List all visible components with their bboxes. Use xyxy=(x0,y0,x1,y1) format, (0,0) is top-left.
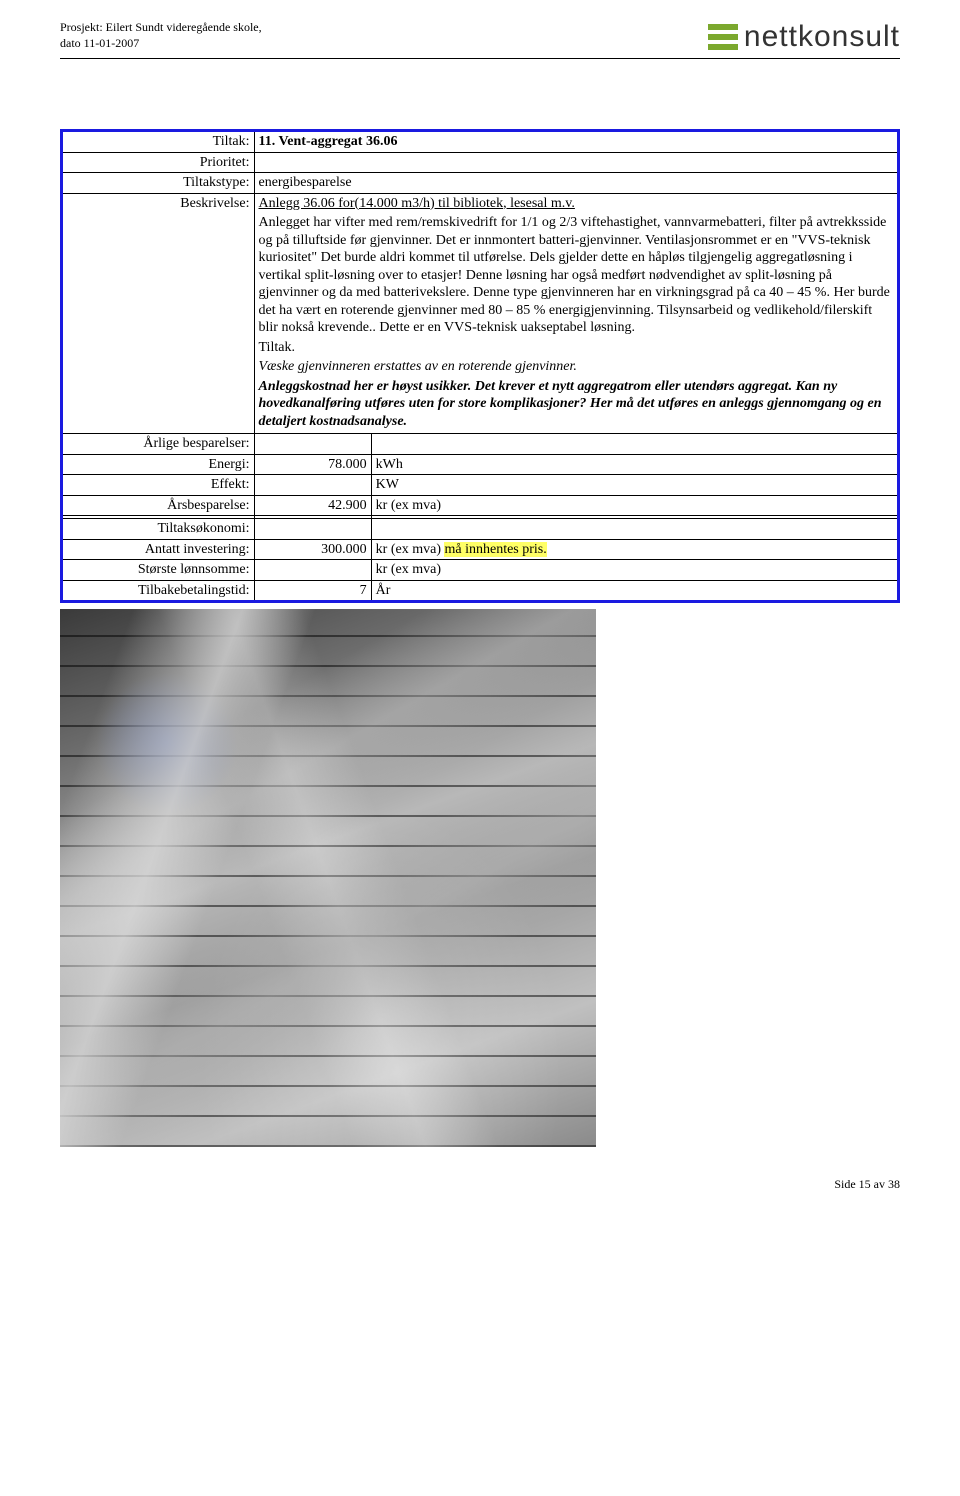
desc-body: Anlegget har vifter med rem/remskivedrif… xyxy=(259,214,894,337)
unit-highlight: må innhentes pris. xyxy=(444,542,546,557)
desc-tiltak: Tiltak. xyxy=(259,339,894,357)
cell-label: Tiltak: xyxy=(62,131,255,153)
equipment-photo xyxy=(60,609,596,1147)
cell-value xyxy=(254,434,371,455)
table-row: Tiltakstype: energibesparelse xyxy=(62,173,899,194)
table-row: Tiltaksøkonomi: xyxy=(62,519,899,540)
cell-value: 7 xyxy=(254,580,371,602)
page-footer: Side 15 av 38 xyxy=(60,1177,900,1192)
desc-underline: Anlegg 36.06 for(14.000 m3/h) til biblio… xyxy=(259,196,575,211)
cell-unit xyxy=(371,434,898,455)
cell-label: Energi: xyxy=(62,454,255,475)
desc-bold: Anleggskostnad her er høyst usikker. Det… xyxy=(259,378,894,431)
cell-label: Årsbesparelse: xyxy=(62,495,255,516)
cell-label: Effekt: xyxy=(62,475,255,496)
cell-label: Tiltakstype: xyxy=(62,173,255,194)
cell-label: Antatt investering: xyxy=(62,539,255,560)
cell-label: Årlige besparelser: xyxy=(62,434,255,455)
cell-value xyxy=(254,152,899,173)
desc-italic: Væske gjenvinneren erstattes av en roter… xyxy=(259,359,577,374)
table-row: Antatt investering: 300.000 kr (ex mva) … xyxy=(62,539,899,560)
table-row: Energi: 78.000 kWh xyxy=(62,454,899,475)
tiltak-title: 11. Vent-aggregat 36.06 xyxy=(259,134,398,149)
cell-unit: kr (ex mva) xyxy=(371,495,898,516)
cell-unit: kWh xyxy=(371,454,898,475)
cell-label: Største lønnsomme: xyxy=(62,560,255,581)
description-cell: Anlegg 36.06 for(14.000 m3/h) til biblio… xyxy=(254,193,899,434)
cell-value xyxy=(254,475,371,496)
logo: nettkonsult xyxy=(708,20,900,54)
table-row: Største lønnsomme: kr (ex mva) xyxy=(62,560,899,581)
cell-value xyxy=(254,519,371,540)
logo-text: nettkonsult xyxy=(744,20,900,54)
project-info: Prosjekt: Eilert Sundt videregående skol… xyxy=(60,20,262,51)
project-line2: dato 11-01-2007 xyxy=(60,36,262,52)
cell-value: energibesparelse xyxy=(254,173,899,194)
cell-unit xyxy=(371,519,898,540)
table-row: Årlige besparelser: xyxy=(62,434,899,455)
cell-value xyxy=(254,560,371,581)
project-line1: Prosjekt: Eilert Sundt videregående skol… xyxy=(60,20,262,36)
cell-value: 11. Vent-aggregat 36.06 xyxy=(254,131,899,153)
cell-label: Tiltaksøkonomi: xyxy=(62,519,255,540)
unit-prefix: kr (ex mva) xyxy=(376,542,445,557)
logo-bars-icon xyxy=(708,24,738,50)
table-row: Prioritet: xyxy=(62,152,899,173)
table-row: Tiltak: 11. Vent-aggregat 36.06 xyxy=(62,131,899,153)
table-row: Beskrivelse: Anlegg 36.06 for(14.000 m3/… xyxy=(62,193,899,434)
header-divider xyxy=(60,58,900,59)
cell-unit: kr (ex mva) må innhentes pris. xyxy=(371,539,898,560)
cell-label: Prioritet: xyxy=(62,152,255,173)
cell-unit: kr (ex mva) xyxy=(371,560,898,581)
cell-unit: År xyxy=(371,580,898,602)
tiltak-table: Tiltak: 11. Vent-aggregat 36.06 Priorite… xyxy=(60,129,900,603)
table-row: Årsbesparelse: 42.900 kr (ex mva) xyxy=(62,495,899,516)
cell-value: 42.900 xyxy=(254,495,371,516)
table-row: Tilbakebetalingstid: 7 År xyxy=(62,580,899,602)
cell-label: Tilbakebetalingstid: xyxy=(62,580,255,602)
cell-value: 78.000 xyxy=(254,454,371,475)
cell-value: 300.000 xyxy=(254,539,371,560)
page-header: Prosjekt: Eilert Sundt videregående skol… xyxy=(60,20,900,54)
cell-label: Beskrivelse: xyxy=(62,193,255,434)
table-row: Effekt: KW xyxy=(62,475,899,496)
cell-unit: KW xyxy=(371,475,898,496)
